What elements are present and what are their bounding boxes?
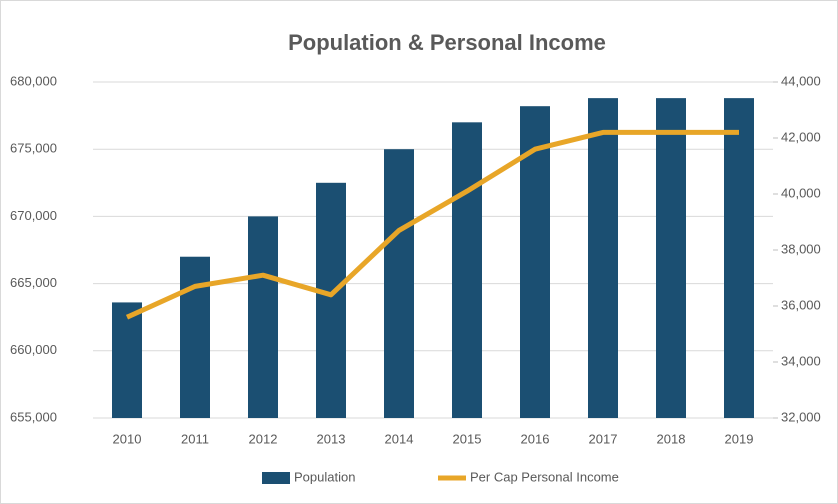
y2-tick-label: 34,000 — [781, 353, 821, 368]
y2-tick-label: 44,000 — [781, 73, 821, 88]
x-tick-label: 2014 — [385, 431, 414, 446]
bar — [384, 149, 414, 418]
y2-tick-label: 42,000 — [781, 129, 821, 144]
y2-tick-label: 36,000 — [781, 297, 821, 312]
x-tick-label: 2016 — [521, 431, 550, 446]
y2-tick-label: 40,000 — [781, 185, 821, 200]
x-tick-label: 2013 — [317, 431, 346, 446]
bar — [452, 122, 482, 418]
y-tick-label: 655,000 — [10, 409, 57, 424]
x-tick-label: 2017 — [589, 431, 618, 446]
line — [125, 129, 739, 320]
x-tick-label: 2019 — [725, 431, 754, 446]
bar — [112, 302, 142, 418]
x-tick-label: 2011 — [181, 431, 209, 446]
legend-label: Per Cap Personal Income — [470, 469, 619, 484]
y2-tick-label: 38,000 — [781, 241, 821, 256]
x-tick-label: 2018 — [657, 431, 686, 446]
y-tick-label: 670,000 — [10, 208, 57, 223]
x-tick-label: 2012 — [249, 431, 278, 446]
y-tick-label: 680,000 — [10, 73, 57, 88]
bar — [588, 98, 618, 419]
bar — [248, 216, 278, 418]
y-tick-label: 665,000 — [10, 275, 57, 290]
bar — [180, 256, 210, 418]
y2-tick-label: 32,000 — [781, 409, 821, 424]
bar — [656, 98, 686, 419]
legend-swatch — [262, 472, 290, 484]
bar — [316, 182, 346, 418]
x-tick-label: 2015 — [453, 431, 482, 446]
bar — [724, 98, 754, 419]
y-tick-label: 660,000 — [10, 342, 57, 357]
y-tick-label: 675,000 — [10, 141, 57, 156]
x-tick-label: 2010 — [113, 431, 142, 446]
legend-label: Population — [294, 469, 355, 484]
chart-title: Population & Personal Income — [288, 30, 606, 55]
